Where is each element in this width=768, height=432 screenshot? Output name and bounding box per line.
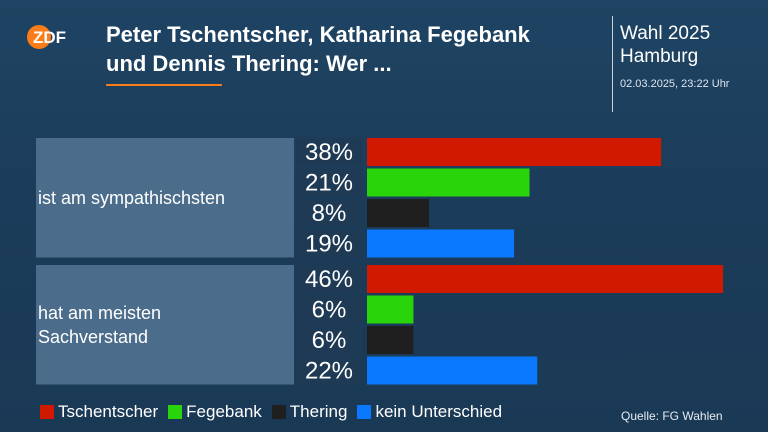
legend-item-fegebank: Fegebank [168,402,262,422]
legend-item-tschentscher: Tschentscher [40,402,158,422]
data-label: 38% [305,139,353,166]
bar-fegebank [367,168,530,197]
headline-line-2: und Dennis Thering: Wer ... [106,51,392,76]
bar-tschentscher [367,265,724,293]
data-label: 6% [312,327,347,354]
legend-swatch-fegebank [168,405,183,419]
value-label-box [296,295,362,324]
value-label-box [296,265,362,293]
event-line-1: Wahl 2025 [620,23,711,44]
value-label-box [296,199,362,227]
legend-item-thering: Thering [271,402,348,422]
data-label: 19% [305,231,353,258]
data-label: 22% [305,358,353,385]
timestamp: 02.03.2025, 23:22 Uhr [620,78,730,90]
legend-swatch-kein-unterschied [357,405,372,419]
value-label-box [296,229,362,258]
bar-thering [367,199,429,227]
group-label-box [36,265,294,385]
page-title: Peter Tschentscher, Katharina Fegebank u… [106,20,596,78]
data-label: 46% [305,266,353,293]
legend-label-thering: Thering [289,402,348,421]
bar-tschentscher [367,138,662,166]
value-label-box [296,168,362,197]
data-label: 21% [305,170,353,197]
source-note: Quelle: FG Wahlen [621,409,723,423]
value-label-box [296,356,362,385]
data-label: 6% [312,297,347,324]
legend-label-fegebank: Fegebank [186,402,262,421]
zdf-logo: ZDF [27,25,66,49]
legend-label-tschentscher: Tschentscher [58,402,159,421]
bar-kein-unterschied [367,356,538,385]
event-title: Wahl 2025 Hamburg [620,22,760,68]
legend-label-kein-unterschied: kein Unterschied [375,402,503,421]
data-label: 8% [312,200,347,227]
value-label-box [296,138,362,166]
legend-swatch-tschentscher [40,405,54,419]
headline-line-1: Peter Tschentscher, Katharina Fegebank [106,22,530,47]
group-label: hat am meisten [38,303,161,323]
bar-fegebank [367,295,414,324]
group-label: Sachverstand [38,327,148,347]
event-line-2: Hamburg [620,46,699,67]
header-divider [612,16,613,112]
bar-kein-unterschied [367,229,515,258]
group-label-box [36,138,294,258]
value-label-box [296,326,362,354]
headline-underline [106,84,222,86]
chart-legend: Tschentscher Fegebank Thering kein Unter… [40,402,502,422]
logo-text: ZDF [33,28,66,47]
legend-item-kein-unterschied: kein Unterschied [357,402,502,422]
bar-thering [367,326,414,354]
legend-swatch-thering [271,405,286,419]
group-label: ist am sympathischsten [38,188,225,208]
